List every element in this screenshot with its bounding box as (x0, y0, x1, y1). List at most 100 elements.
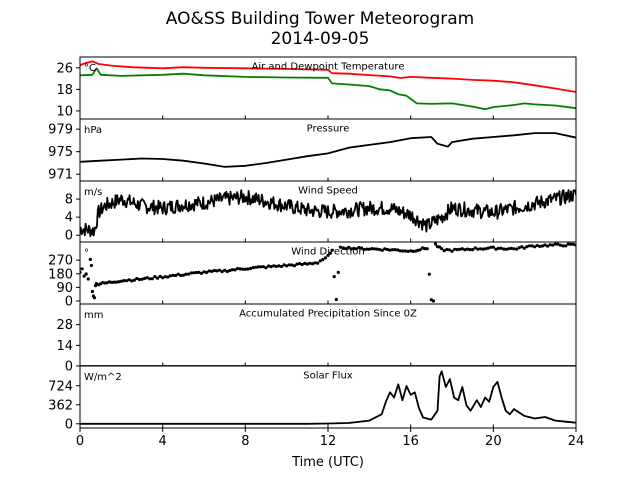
data-point (352, 246, 356, 250)
data-point (220, 270, 224, 274)
data-point (344, 247, 348, 251)
data-point (334, 297, 338, 302)
data-point (380, 248, 384, 252)
data-point (365, 247, 369, 251)
data-point (205, 270, 209, 275)
data-point (189, 271, 193, 275)
data-point (112, 280, 116, 284)
data-point (551, 243, 555, 247)
y-tick-label: 270 (48, 254, 73, 269)
data-point (530, 244, 534, 248)
data-point (465, 247, 470, 251)
data-point (184, 272, 188, 276)
data-point (370, 247, 374, 251)
data-point (455, 248, 459, 252)
panel-pressure: 971 975 979 hPa Pressure (48, 118, 577, 183)
data-point (110, 280, 114, 284)
y-tick-label: 362 (48, 398, 73, 413)
series-dewpoint-line (80, 67, 576, 111)
data-point (80, 267, 84, 271)
panel-title: Solar Flux (303, 371, 353, 382)
data-point (332, 275, 336, 279)
data-point (174, 273, 178, 278)
data-point (82, 274, 86, 278)
data-point (212, 268, 216, 273)
data-point (107, 280, 111, 284)
data-point (338, 245, 342, 249)
panel-data-group (80, 242, 576, 303)
panel-data-group (80, 189, 576, 238)
data-point (313, 261, 317, 265)
data-point (323, 256, 327, 260)
y-tick-label: 0 (65, 417, 73, 432)
panel-unit-label: W/m^2 (84, 372, 122, 383)
data-point (90, 289, 94, 294)
data-point (155, 276, 160, 280)
data-point (303, 261, 307, 265)
data-point (318, 259, 322, 263)
data-point (349, 247, 353, 251)
data-point (292, 264, 296, 268)
data-point (494, 247, 498, 251)
data-point (261, 265, 265, 269)
data-point (290, 263, 294, 267)
data-point (243, 267, 247, 271)
data-point (481, 247, 485, 251)
data-point (122, 279, 126, 283)
data-point (553, 242, 557, 246)
series-pressure-line (80, 132, 576, 168)
data-point (225, 269, 229, 274)
data-point (217, 268, 222, 272)
x-tick-label: 20 (485, 434, 502, 449)
data-point (153, 275, 157, 279)
data-point (207, 269, 211, 273)
data-point (401, 249, 405, 253)
data-point (285, 264, 289, 268)
data-point (181, 273, 185, 277)
data-point (385, 247, 389, 252)
panel-title: Accumulated Precipitation Since 0Z (239, 309, 417, 320)
panel-data-group (80, 132, 576, 168)
data-point (548, 243, 552, 247)
data-point (274, 264, 278, 268)
data-point (360, 246, 364, 250)
panel-unit-label: °C (84, 63, 96, 74)
data-point (321, 258, 325, 262)
y-tick-label: 0 (65, 229, 73, 244)
data-point (145, 276, 149, 280)
data-point (137, 277, 141, 282)
data-point (347, 245, 351, 249)
data-point (230, 268, 234, 272)
series-solar-flux-line (80, 370, 576, 425)
data-point (491, 245, 495, 249)
panel-wind_speed: 0 4 8 m/s Wind Speed (65, 180, 577, 244)
data-point (267, 264, 271, 268)
panel-solar: 0 362 724 W/m^2 Solar Flux (48, 365, 577, 432)
y-tick-label: 8 (65, 193, 73, 208)
data-point (238, 267, 242, 271)
panel-title: Pressure (307, 124, 350, 135)
data-point (489, 245, 493, 249)
chart-title: AO&SS Building Tower Meteorogram (165, 9, 475, 29)
data-point (540, 244, 545, 248)
data-point (194, 270, 198, 275)
data-point (546, 244, 550, 248)
data-point (89, 263, 93, 268)
data-point (564, 244, 568, 248)
data-point (246, 267, 250, 271)
data-point (148, 277, 152, 281)
data-point (132, 278, 136, 282)
data-point (88, 257, 92, 261)
data-point (277, 264, 281, 268)
x-axis: 0 4 8 12 16 20 24 (76, 428, 584, 449)
data-point (210, 269, 214, 273)
data-point (233, 268, 237, 272)
data-point (383, 247, 387, 251)
y-tick-label: 26 (56, 61, 73, 76)
data-point (119, 279, 123, 283)
data-point (341, 246, 345, 250)
data-point (357, 245, 361, 250)
data-point (269, 265, 273, 269)
